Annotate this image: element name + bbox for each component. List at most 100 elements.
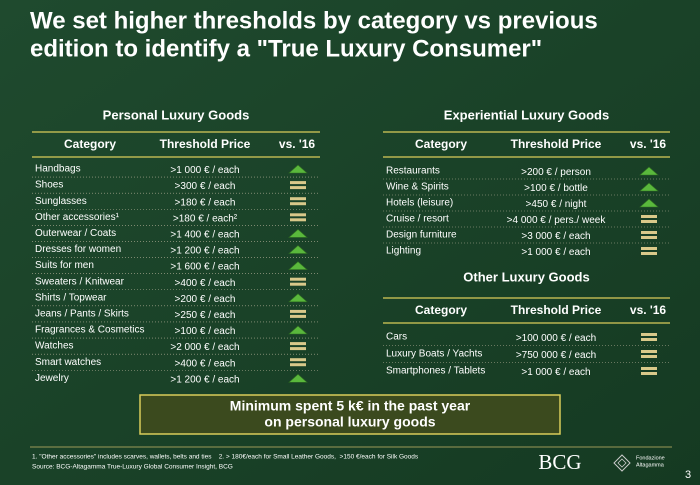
threshold: >300 € / each [175,181,236,192]
category: Smart watches [35,357,101,368]
trend-same-icon [290,181,306,185]
column-header: Threshold Price [160,137,251,151]
title: edition to identify a "True Luxury Consu… [30,35,542,62]
column-header: Threshold Price [511,303,602,317]
trend-same-icon [290,358,306,362]
trend-same-icon [290,314,306,318]
trend-same-icon [290,213,306,217]
footnote: Source: BCG-Altagamma True-Luxury Global… [32,464,233,471]
category: Watches [35,341,74,352]
trend-up-icon [288,164,308,174]
category: Shirts / Topwear [35,292,107,303]
category: Dresses for women [35,244,121,255]
trend-up-icon [288,228,308,238]
trend-up-icon [288,373,308,383]
trend-same-icon [290,309,306,313]
trend-same-icon [641,215,657,218]
category: Outerwear / Coats [35,228,116,239]
column-header: vs. '16 [630,137,667,151]
section-heading: Other Luxury Goods [463,269,589,284]
logo: Fondazione [636,455,665,461]
trend-same-icon [290,277,306,281]
threshold: >4 000 € / pers./ week [507,215,607,226]
trend-same-icon [290,197,306,201]
column-header: Category [415,137,467,151]
threshold: >100 € / bottle [524,183,588,194]
column-header: Threshold Price [511,137,602,151]
threshold: >200 € / person [521,167,591,178]
category: Restaurants [386,166,440,177]
trend-up-icon [288,325,308,335]
trend-same-icon [641,247,657,250]
trend-same-icon [641,333,657,336]
trend-same-icon [290,186,306,190]
trend-same-icon [290,202,306,206]
threshold: >1 600 € / each [170,262,239,273]
column-header: Category [415,303,467,317]
category: Sunglasses [35,196,87,207]
category: Jewelry [35,373,69,384]
category: Cars [386,332,407,343]
threshold: >1 000 € / each [170,165,239,176]
trend-same-icon [290,363,306,367]
trend-same-icon [290,342,306,346]
trend-up-icon [639,182,659,192]
threshold: >250 € / each [175,310,236,321]
footnote: 1. "Other accessories" includes scarves,… [32,454,419,461]
trend-same-icon [641,252,657,255]
category: Other accessories¹ [35,212,120,223]
category: Fragrances & Cosmetics [35,325,144,336]
trend-same-icon [290,218,306,222]
category: Design furniture [386,230,457,241]
category: Sweaters / Knitwear [35,276,125,287]
callout-box [139,394,561,435]
column-header: vs. '16 [279,137,316,151]
trend-same-icon [641,372,657,375]
threshold: >1 400 € / each [170,230,239,241]
trend-same-icon [641,367,657,370]
trend-up-icon [288,293,308,303]
threshold: >400 € / each [175,278,236,289]
category: Smartphones / Tablets [386,366,485,377]
trend-up-icon [639,198,659,208]
trend-same-icon [641,236,657,239]
trend-up-icon [288,245,308,254]
title: We set higher thresholds by category vs … [30,7,598,34]
threshold: >200 € / each [175,294,236,305]
threshold: >1 200 € / each [170,246,239,257]
category: Luxury Boats / Yachts [386,349,482,360]
category: Cruise / resort [386,214,449,225]
trend-same-icon [641,231,657,234]
trend-up-icon [288,261,308,270]
callout: on personal luxury goods [264,414,435,430]
trend-same-icon [641,338,657,341]
threshold: >1 000 € / each [521,367,590,378]
category: Wine & Spirits [386,182,449,193]
trend-same-icon [290,347,306,351]
threshold: >3 000 € / each [521,231,590,242]
category: Handbags [35,164,81,175]
column-header: vs. '16 [630,303,667,317]
category: Lighting [386,246,421,257]
trend-same-icon [641,220,657,223]
threshold: >180 € / each² [173,213,238,224]
threshold: >2 000 € / each [170,342,239,353]
logo: BCG [538,450,581,474]
threshold: >1 000 € / each [521,247,590,258]
threshold: >100 € / each [175,326,236,337]
threshold: >100 000 € / each [516,333,596,344]
threshold: >1 200 € / each [170,374,239,385]
column-header: Category [64,137,116,151]
threshold: >450 € / night [526,199,587,210]
trend-same-icon [290,282,306,286]
category: Suits for men [35,260,94,271]
trend-up-icon [639,166,659,176]
threshold: >400 € / each [175,358,236,369]
section-heading: Experiential Luxury Goods [444,107,609,122]
category: Shoes [35,180,63,191]
logo: Altagamma [636,462,665,468]
threshold: >180 € / each [175,197,236,208]
page-number: 3 [685,469,691,481]
trend-same-icon [641,350,657,353]
